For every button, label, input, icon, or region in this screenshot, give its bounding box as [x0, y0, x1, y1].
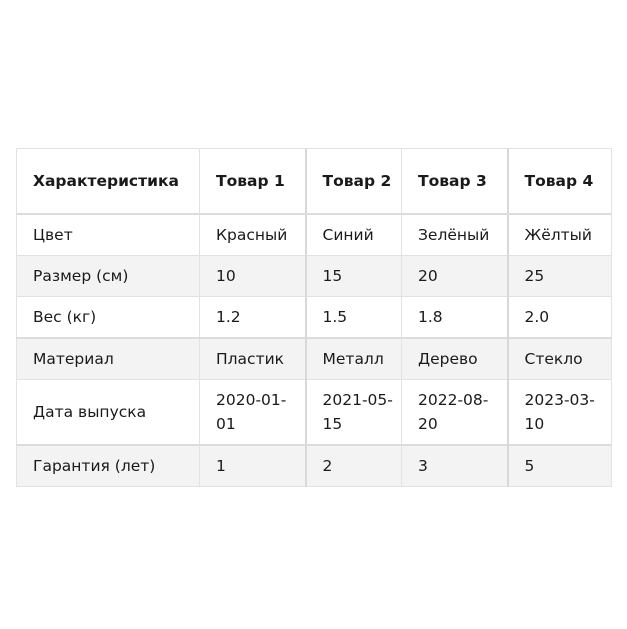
table-cell: Жёлтый: [506, 213, 612, 256]
table-row: Цвет Красный Синий Зелёный Жёлтый: [16, 213, 612, 256]
table-cell: 2023-03-10: [506, 379, 612, 446]
row-label: Материал: [16, 337, 200, 380]
table-cell: Стекло: [506, 337, 612, 380]
table-row: Гарантия (лет) 1 2 3 5: [16, 444, 612, 487]
table-cell: 10: [199, 255, 306, 297]
table-cell: Дерево: [401, 337, 508, 380]
table-cell: 1: [199, 444, 306, 487]
header-product-4: Товар 4: [506, 148, 612, 215]
table-cell: 2: [304, 444, 402, 487]
table-row: Материал Пластик Металл Дерево Стекло: [16, 337, 612, 380]
table-cell: 15: [304, 255, 402, 297]
table-row: Вес (кг) 1.2 1.5 1.8 2.0: [16, 296, 612, 339]
table-cell: Зелёный: [401, 213, 508, 256]
table-cell: 1.2: [199, 296, 306, 339]
row-label: Дата выпуска: [16, 379, 200, 446]
table-cell: Красный: [199, 213, 306, 256]
header-product-2: Товар 2: [304, 148, 402, 215]
table-cell: 2020-01-01: [199, 379, 306, 446]
row-label: Вес (кг): [16, 296, 200, 339]
table-cell: 1.5: [304, 296, 402, 339]
table-cell: 5: [506, 444, 612, 487]
table-cell: 3: [401, 444, 508, 487]
row-label: Размер (см): [16, 255, 200, 297]
header-product-1: Товар 1: [199, 148, 306, 215]
row-label: Цвет: [16, 213, 200, 256]
table-cell: 1.8: [401, 296, 508, 339]
header-characteristic: Характеристика: [16, 148, 200, 215]
header-product-3: Товар 3: [401, 148, 508, 215]
product-comparison-table: Характеристика Товар 1 Товар 2 Товар 3 Т…: [16, 148, 612, 487]
table-cell: 25: [506, 255, 612, 297]
table-cell: Синий: [304, 213, 402, 256]
table-cell: Пластик: [199, 337, 306, 380]
table-row: Дата выпуска 2020-01-01 2021-05-15 2022-…: [16, 379, 612, 446]
table-header-row: Характеристика Товар 1 Товар 2 Товар 3 Т…: [16, 148, 612, 215]
table-cell: 2021-05-15: [304, 379, 402, 446]
table-cell: 2.0: [506, 296, 612, 339]
table-cell: 20: [401, 255, 508, 297]
table-cell: Металл: [304, 337, 402, 380]
comparison-table-container: Характеристика Товар 1 Товар 2 Товар 3 Т…: [16, 148, 612, 487]
row-label: Гарантия (лет): [16, 444, 200, 487]
table-row: Размер (см) 10 15 20 25: [16, 255, 612, 297]
table-cell: 2022-08-20: [401, 379, 508, 446]
